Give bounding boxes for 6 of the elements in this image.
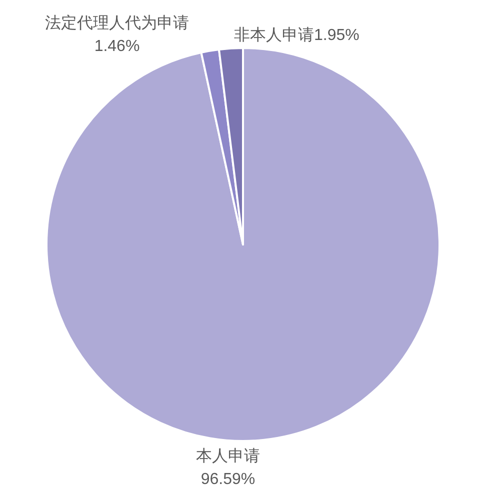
slice-label: 法定代理人代为申请	[45, 14, 189, 32]
data-label: 96.59%	[200, 471, 256, 488]
slice-label: 非本人申请	[234, 27, 314, 44]
slice-label: 本人申请	[196, 447, 260, 465]
data-label: 1.95%	[314, 27, 360, 44]
data-label: 1.46%	[94, 38, 140, 55]
